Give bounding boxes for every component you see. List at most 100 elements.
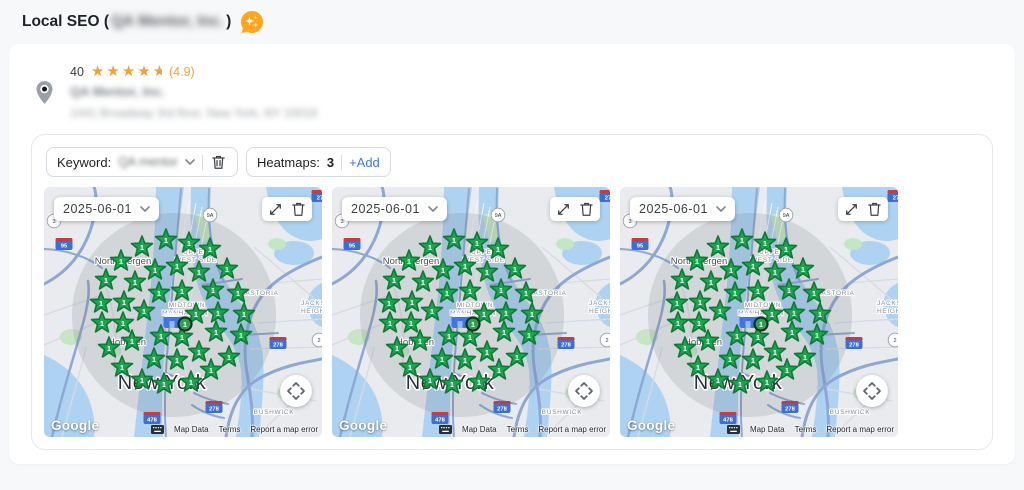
rank-star-marker[interactable]: 1 [708, 299, 732, 321]
rank-star-marker[interactable]: 1 [685, 249, 709, 271]
business-rank-marker[interactable]: 1 [465, 316, 481, 332]
keyboard-shortcuts-icon[interactable] [438, 425, 452, 434]
rank-star-marker[interactable]: 1 [206, 301, 230, 323]
rank-star-marker[interactable]: 1 [666, 311, 690, 333]
rank-star-marker[interactable]: 1 [728, 372, 752, 394]
rank-star-marker[interactable]: 1 [793, 345, 817, 367]
expand-map-button[interactable] [267, 201, 284, 218]
rank-star-marker[interactable]: 1 [760, 302, 784, 324]
rank-star-marker[interactable]: 1 [187, 260, 211, 282]
rank-star-marker[interactable]: 1 [723, 281, 747, 303]
rank-star-marker[interactable]: 1 [170, 279, 194, 301]
rank-star-marker[interactable]: 1 [385, 336, 409, 358]
report-error-link[interactable]: Report a map error [538, 425, 606, 434]
rank-star-marker[interactable]: 1 [431, 258, 455, 280]
report-error-link[interactable]: Report a map error [250, 425, 318, 434]
rank-star-marker[interactable]: 1 [670, 268, 694, 290]
delete-map-button[interactable] [578, 200, 595, 218]
rank-star-marker[interactable]: 1 [458, 279, 482, 301]
rank-star-marker[interactable]: 1 [699, 270, 723, 292]
rank-star-marker[interactable]: 1 [165, 348, 189, 370]
rank-star-marker[interactable]: 1 [673, 336, 697, 358]
terms-link[interactable]: Terms [794, 425, 817, 434]
rank-star-marker[interactable]: 1 [775, 358, 799, 380]
delete-map-button[interactable] [290, 200, 307, 218]
rank-star-marker[interactable]: 1 [147, 281, 171, 303]
rank-star-marker[interactable]: 1 [487, 358, 511, 380]
rank-star-marker[interactable]: 1 [687, 311, 711, 333]
rank-star-marker[interactable]: 1 [89, 291, 113, 313]
rank-star-marker[interactable]: 1 [204, 320, 228, 342]
rank-star-marker[interactable]: 1 [120, 329, 144, 351]
rank-star-marker[interactable]: 1 [179, 370, 203, 392]
rank-star-marker[interactable]: 1 [440, 372, 464, 394]
business-location-marker[interactable] [163, 313, 181, 328]
heatmap-date-dropdown[interactable]: 2025-06-01 [630, 197, 735, 221]
pan-control-button[interactable] [856, 375, 888, 407]
business-location-marker[interactable] [451, 313, 469, 328]
rank-star-marker[interactable]: 1 [130, 235, 154, 257]
rank-star-marker[interactable]: 1 [774, 237, 798, 259]
rank-star-marker[interactable]: 1 [472, 302, 496, 324]
rank-star-marker[interactable]: 1 [719, 258, 743, 280]
rank-star-marker[interactable]: 1 [489, 278, 513, 300]
rank-star-marker[interactable]: 1 [217, 345, 241, 367]
terms-link[interactable]: Terms [218, 425, 241, 434]
google-logo[interactable]: Google [51, 418, 100, 433]
rank-star-marker[interactable]: 1 [177, 231, 201, 253]
rank-star-marker[interactable]: 1 [142, 347, 166, 369]
delete-keyword-button[interactable] [210, 153, 227, 171]
rank-star-marker[interactable]: 1 [400, 290, 424, 312]
rank-star-marker[interactable]: 1 [184, 302, 208, 324]
rank-star-marker[interactable]: 1 [741, 254, 765, 276]
rank-star-marker[interactable]: 1 [232, 302, 256, 324]
rank-star-marker[interactable]: 1 [229, 323, 253, 345]
rank-star-marker[interactable]: 1 [706, 235, 730, 257]
rank-star-marker[interactable]: 1 [696, 329, 720, 351]
rank-star-marker[interactable]: 1 [143, 258, 167, 280]
pan-control-button[interactable] [568, 375, 600, 407]
rank-star-marker[interactable]: 1 [791, 257, 815, 279]
rank-star-marker[interactable]: 1 [486, 237, 510, 259]
rank-star-marker[interactable]: 1 [763, 340, 787, 362]
rank-star-marker[interactable]: 1 [111, 311, 135, 333]
rank-star-marker[interactable]: 1 [505, 345, 529, 367]
heatmap-date-dropdown[interactable]: 2025-06-01 [342, 197, 447, 221]
rank-star-marker[interactable]: 1 [418, 368, 442, 390]
business-rank-marker[interactable]: 1 [177, 316, 193, 332]
rank-star-marker[interactable]: 1 [187, 340, 211, 362]
chevron-down-icon[interactable] [185, 159, 195, 165]
keyboard-shortcuts-icon[interactable] [726, 425, 740, 434]
rank-star-marker[interactable]: 1 [94, 268, 118, 290]
rank-star-marker[interactable]: 1 [420, 299, 444, 321]
keyboard-shortcuts-icon[interactable] [150, 425, 164, 434]
terms-link[interactable]: Terms [506, 425, 529, 434]
rank-star-marker[interactable]: 1 [808, 302, 832, 324]
rank-star-marker[interactable]: 1 [665, 291, 689, 313]
rank-star-marker[interactable]: 1 [411, 270, 435, 292]
rank-star-marker[interactable]: 1 [686, 355, 710, 377]
keyword-selector[interactable]: Keyword: QA mentor [46, 147, 238, 177]
rank-star-marker[interactable]: 1 [165, 254, 189, 276]
rank-star-marker[interactable]: 1 [149, 324, 173, 346]
rank-star-marker[interactable]: 1 [465, 231, 489, 253]
rank-star-marker[interactable]: 1 [492, 320, 516, 342]
rank-star-marker[interactable]: 1 [382, 268, 406, 290]
report-error-link[interactable]: Report a map error [826, 425, 894, 434]
rank-star-marker[interactable]: 1 [201, 278, 225, 300]
rank-star-marker[interactable]: 1 [475, 260, 499, 282]
delete-map-button[interactable] [866, 200, 883, 218]
rank-star-marker[interactable]: 1 [90, 311, 114, 333]
rank-star-marker[interactable]: 1 [123, 270, 147, 292]
map-data-link[interactable]: Map Data [173, 425, 209, 434]
map-data-link[interactable]: Map Data [461, 425, 497, 434]
rank-star-marker[interactable]: 1 [514, 281, 538, 303]
rank-star-marker[interactable]: 1 [467, 370, 491, 392]
rank-star-marker[interactable]: 1 [746, 279, 770, 301]
rank-star-marker[interactable]: 1 [453, 348, 477, 370]
rank-star-marker[interactable]: 1 [435, 281, 459, 303]
rank-star-marker[interactable]: 1 [475, 340, 499, 362]
